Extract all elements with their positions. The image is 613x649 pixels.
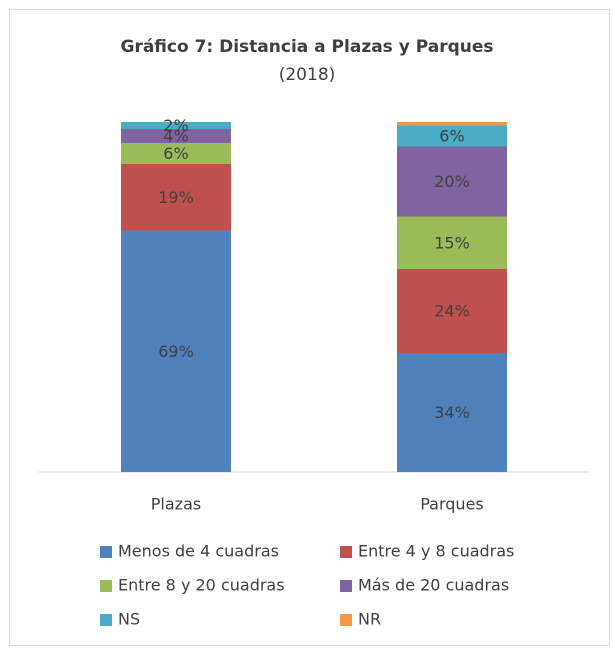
legend-swatch (100, 614, 112, 626)
x-tick-label: Plazas (151, 495, 201, 514)
legend-label: NS (118, 610, 140, 629)
data-label: 19% (158, 188, 194, 207)
data-label: 6% (163, 144, 188, 163)
legend-label: Más de 20 cuadras (358, 576, 509, 595)
data-label: 2% (163, 116, 188, 135)
bar-segment (121, 122, 231, 129)
bar-segment (397, 353, 507, 472)
bar-segment (397, 216, 507, 269)
legend-swatch (340, 580, 352, 592)
bar-segment (121, 129, 231, 143)
bar-segment (121, 164, 231, 231)
legend-swatch (100, 546, 112, 558)
data-label: 34% (434, 403, 470, 422)
x-tick-label: Parques (420, 495, 484, 514)
data-label: 4% (163, 127, 188, 146)
legend-label: Entre 8 y 20 cuadras (118, 576, 285, 595)
chart-title: Gráfico 7: Distancia a Plazas y Parques (120, 37, 493, 57)
legend-label: Entre 4 y 8 cuadras (358, 542, 514, 561)
chart-frame (9, 9, 610, 646)
bar-segment (121, 230, 231, 472)
bar-segment (121, 143, 231, 164)
legend-swatch (340, 546, 352, 558)
data-label: 15% (434, 233, 470, 252)
data-label: 69% (158, 342, 194, 361)
legend-swatch (340, 614, 352, 626)
bar-segment (397, 146, 507, 217)
bar-segment (397, 269, 507, 353)
legend-label: Menos de 4 cuadras (118, 542, 279, 561)
data-label: 24% (434, 302, 470, 321)
bar-segment (397, 122, 507, 126)
bar-segment (397, 125, 507, 147)
legend-swatch (100, 580, 112, 592)
data-label: 6% (439, 127, 464, 146)
legend-label: NR (358, 610, 381, 629)
data-label: 20% (434, 172, 470, 191)
chart-subtitle: (2018) (279, 65, 336, 85)
